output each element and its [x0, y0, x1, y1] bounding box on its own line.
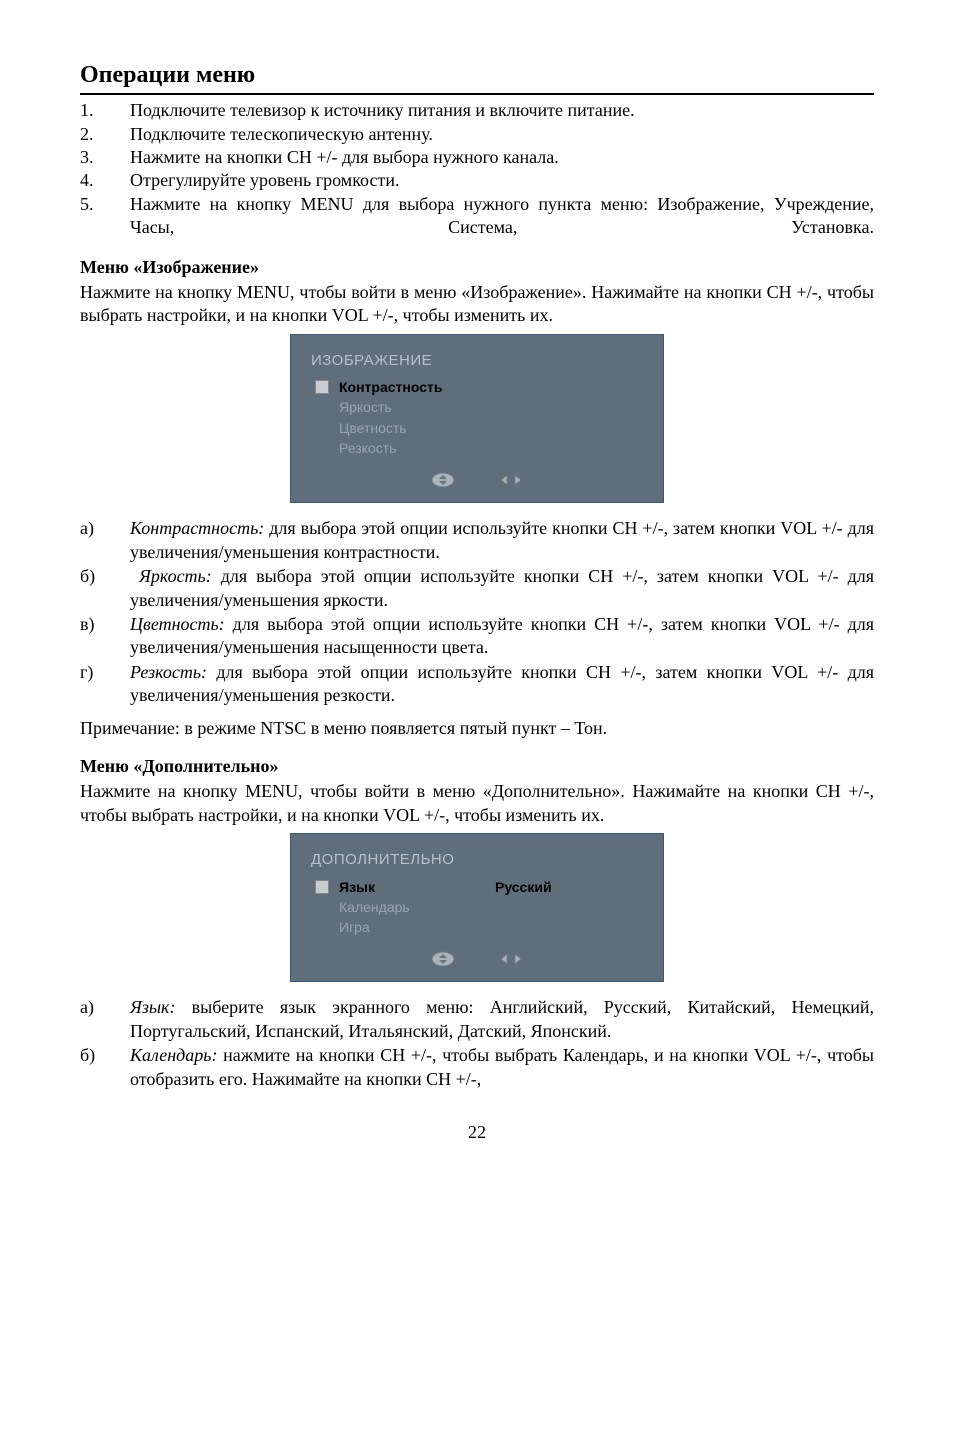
item-text: Резкость: для выбора этой опции использу… — [130, 661, 874, 708]
desc: выберите язык экранного меню: Английский… — [130, 997, 874, 1040]
list-item: г)Резкость: для выбора этой опции исполь… — [80, 661, 874, 708]
list-item: а)Контрастность: для выбора этой опции и… — [80, 517, 874, 564]
osd-nav-icons — [311, 467, 643, 490]
list-item: б)Календарь: нажмите на кнопки CH +/-, ч… — [80, 1044, 874, 1091]
osd-item: Резкость — [339, 439, 643, 457]
term: Цветность: — [130, 614, 225, 634]
item-num: 3. — [80, 146, 130, 169]
paragraph: Нажмите на кнопку MENU, чтобы войти в ме… — [80, 281, 874, 328]
updown-arrow-icon — [431, 951, 455, 967]
term: Календарь: — [130, 1045, 217, 1065]
paragraph: Нажмите на кнопку MENU, чтобы войти в ме… — [80, 780, 874, 827]
item-letter: а) — [80, 517, 130, 564]
letter-list: а)Контрастность: для выбора этой опции и… — [80, 517, 874, 707]
list-item: б) Яркость: для выбора этой опции исполь… — [80, 565, 874, 612]
desc: для выбора этой опции используйте кнопки… — [130, 662, 874, 705]
term: Контрастность: — [130, 518, 264, 538]
item-num: 4. — [80, 169, 130, 192]
osd-nav-icons — [311, 946, 643, 969]
item-text: Яркость: для выбора этой опции используй… — [130, 565, 874, 612]
list-item: 4.Отрегулируйте уровень громкости. — [80, 169, 874, 192]
selection-square-icon — [315, 380, 329, 394]
item-num: 2. — [80, 123, 130, 146]
note-text: Примечание: в режиме NTSC в меню появляе… — [80, 717, 874, 740]
term: Язык: — [130, 997, 175, 1017]
list-item: 3.Нажмите на кнопки CH +/- для выбора ну… — [80, 146, 874, 169]
list-item: 5.Нажмите на кнопку MENU для выбора нужн… — [80, 193, 874, 240]
item-text: Язык: выберите язык экранного меню: Англ… — [130, 996, 874, 1043]
osd-item: Календарь — [339, 898, 643, 916]
item-text: Подключите телевизор к источнику питания… — [130, 99, 874, 122]
item-text: Нажмите на кнопки CH +/- для выбора нужн… — [130, 146, 874, 169]
item-letter: б) — [80, 565, 130, 612]
osd-item-label: Цветность — [339, 419, 407, 437]
osd-menu-image: ИЗОБРАЖЕНИЕ Контрастность Яркость Цветно… — [290, 334, 664, 504]
section-heading: Меню «Изображение» — [80, 256, 874, 279]
leftright-arrow-icon — [499, 472, 523, 488]
osd-item-value: Русский — [495, 878, 552, 896]
osd-item-label: Календарь — [339, 898, 410, 916]
item-letter: в) — [80, 613, 130, 660]
item-text: Цветность: для выбора этой опции использ… — [130, 613, 874, 660]
desc: для выбора этой опции используйте кнопки… — [130, 614, 874, 657]
page-number: 22 — [80, 1121, 874, 1144]
list-item: 1.Подключите телевизор к источнику питан… — [80, 99, 874, 122]
list-item: а)Язык: выберите язык экранного меню: Ан… — [80, 996, 874, 1043]
item-num: 1. — [80, 99, 130, 122]
leftright-arrow-icon — [499, 951, 523, 967]
item-letter: а) — [80, 996, 130, 1043]
osd-item-label: Язык — [339, 878, 375, 896]
osd-item-label: Контрастность — [339, 378, 442, 396]
osd-item: Цветность — [339, 419, 643, 437]
osd-menu-additional: ДОПОЛНИТЕЛЬНО Язык Русский Календарь Игра — [290, 833, 664, 982]
item-text: Календарь: нажмите на кнопки CH +/-, что… — [130, 1044, 874, 1091]
item-text: Отрегулируйте уровень громкости. — [130, 169, 874, 192]
osd-title: ДОПОЛНИТЕЛЬНО — [311, 850, 643, 870]
desc: для выбора этой опции используйте кнопки… — [130, 566, 874, 609]
osd-title: ИЗОБРАЖЕНИЕ — [311, 351, 643, 371]
letter-list: а)Язык: выберите язык экранного меню: Ан… — [80, 996, 874, 1091]
selection-square-icon — [315, 880, 329, 894]
list-item: 2.Подключите телескопическую антенну. — [80, 123, 874, 146]
osd-item: Игра — [339, 918, 643, 936]
list-item: в)Цветность: для выбора этой опции испол… — [80, 613, 874, 660]
osd-item: Яркость — [339, 398, 643, 416]
osd-item-label: Резкость — [339, 439, 396, 457]
item-num: 5. — [80, 193, 130, 240]
item-letter: г) — [80, 661, 130, 708]
page-title: Операции меню — [80, 60, 874, 95]
item-text: Подключите телескопическую антенну. — [130, 123, 874, 146]
desc: нажмите на кнопки CH +/-, чтобы выбрать … — [130, 1045, 874, 1088]
item-text: Контрастность: для выбора этой опции исп… — [130, 517, 874, 564]
term: Резкость: — [130, 662, 207, 682]
osd-item-label: Яркость — [339, 398, 392, 416]
numbered-list: 1.Подключите телевизор к источнику питан… — [80, 99, 874, 239]
osd-item: Язык Русский — [339, 878, 643, 896]
item-letter: б) — [80, 1044, 130, 1091]
osd-item: Контрастность — [339, 378, 643, 396]
section-heading: Меню «Дополнительно» — [80, 755, 874, 778]
updown-arrow-icon — [431, 472, 455, 488]
item-text: Нажмите на кнопку MENU для выбора нужног… — [130, 193, 874, 240]
osd-item-label: Игра — [339, 918, 370, 936]
term: Яркость: — [139, 566, 212, 586]
